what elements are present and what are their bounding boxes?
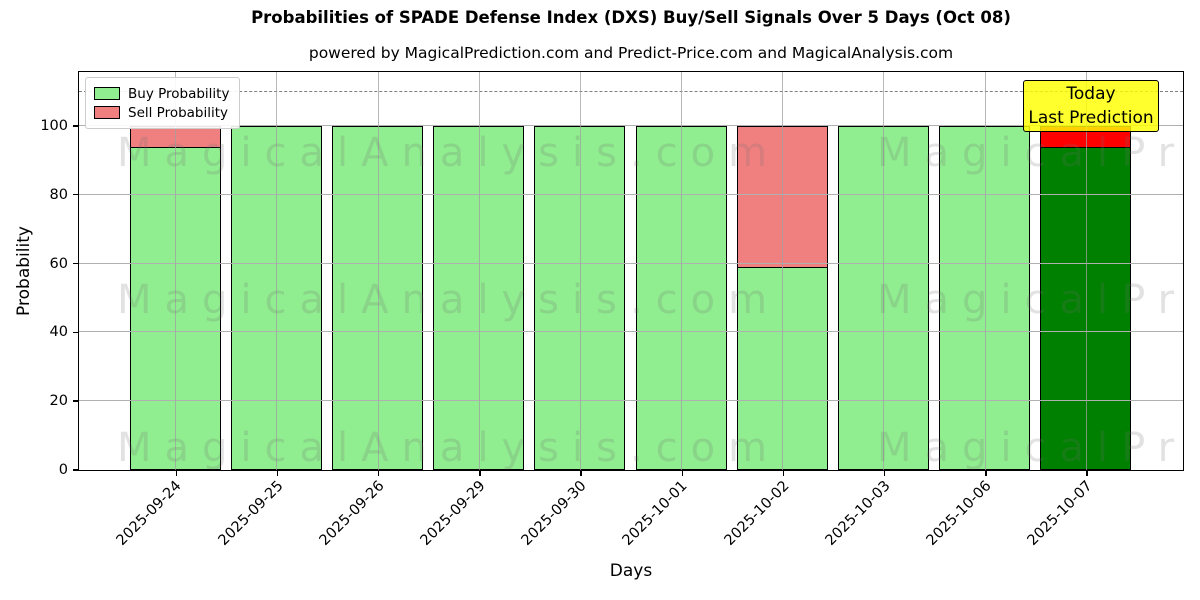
x-gridline-2025-10-01 — [681, 72, 683, 470]
x-tick-mark-2025-10-02 — [782, 471, 785, 476]
x-tick-mark-2025-09-29 — [479, 471, 481, 476]
x-tick-mark-2025-10-07 — [1086, 471, 1088, 476]
bar-buy-2025-10-06 — [939, 125, 1031, 470]
x-tick-label-text-2025-09-25: 2025-09-25 — [215, 478, 287, 549]
buy-probability-swatch — [94, 87, 120, 100]
chart-title: Probabilities of SPADE Defense Index (DX… — [251, 8, 1011, 27]
x-tick-label-text-2025-09-30: 2025-09-30 — [518, 478, 590, 549]
x-tick-label-text-2025-10-06: 2025-10-06 — [923, 478, 995, 549]
x-tick-label-text-2025-10-02: 2025-10-02 — [721, 478, 793, 549]
y-tick-mark-0 — [73, 469, 79, 471]
legend-label-sell: Sell Probability — [128, 104, 229, 121]
x-tick-mark-2025-10-06 — [985, 471, 987, 476]
x-gridline-2025-09-25 — [276, 72, 278, 470]
x-tick-mark-2025-09-24 — [175, 471, 178, 476]
y-gridline-20 — [79, 400, 1183, 402]
watermark-left-row1: MagicalAnalysis.com — [117, 130, 781, 176]
chart-subtitle: powered by MagicalPrediction.com and Pre… — [308, 44, 954, 62]
x-tick-label-text-2025-09-24: 2025-09-24 — [114, 478, 185, 549]
x-tick-label-text-2025-09-26: 2025-09-26 — [316, 478, 388, 549]
y-tick-mark-20 — [73, 400, 79, 402]
watermark-right-row2: MagicalPrediction.com — [877, 277, 1184, 323]
y-tick-mark-60 — [73, 262, 79, 265]
x-tick-label-text-2025-10-01: 2025-10-01 — [619, 478, 691, 549]
legend-label-buy: Buy Probability — [128, 85, 230, 102]
legend-item-sell: Sell Probability — [94, 103, 229, 122]
bar-buy-2025-10-01 — [635, 125, 727, 470]
x-tick-mark-2025-10-01 — [681, 471, 683, 476]
annotation-line-today: Today — [1066, 84, 1116, 104]
watermark-left-row3: MagicalAnalysis.com — [117, 425, 781, 471]
x-gridline-2025-09-26 — [377, 72, 379, 470]
x-gridline-2025-10-02 — [782, 72, 784, 470]
x-gridline-2025-09-30 — [579, 72, 581, 470]
y-tick-label-0: 0 — [58, 462, 68, 478]
x-tick-mark-2025-09-30 — [580, 471, 582, 476]
annotation-line-last-prediction: Last Prediction — [1028, 108, 1154, 128]
bar-buy-2025-09-26 — [331, 125, 424, 470]
y-tick-mark-80 — [73, 194, 79, 196]
x-tick-label-text-2025-10-07: 2025-10-07 — [1024, 478, 1096, 549]
x-tick-mark-2025-09-26 — [378, 471, 380, 476]
y-gridline-40 — [79, 331, 1183, 333]
y-gridline-60 — [79, 262, 1183, 264]
watermark-left-row2: MagicalAnalysis.com — [117, 277, 781, 323]
y-tick-label-40: 40 — [49, 324, 68, 341]
plot-area: MagicalAnalysis.com MagicalPrediction.com… — [78, 71, 1184, 471]
x-gridline-2025-10-07 — [1085, 72, 1087, 470]
legend-item-buy: Buy Probability — [94, 84, 229, 103]
watermark-right-row3: MagicalPrediction.com — [877, 425, 1184, 471]
y-gridline-100 — [79, 124, 1183, 126]
y-tick-mark-100 — [73, 125, 79, 127]
x-gridline-2025-10-06 — [984, 72, 986, 470]
today-annotation: Today Last Prediction — [1023, 80, 1159, 132]
y-tick-label-100: 100 — [40, 117, 68, 134]
y-tick-label-80: 80 — [49, 186, 68, 203]
y-tick-label-60: 60 — [49, 255, 68, 272]
legend: Buy Probability Sell Probability — [85, 77, 241, 129]
x-tick-label-text-2025-10-03: 2025-10-03 — [822, 478, 894, 549]
y-tick-label-20: 20 — [49, 393, 68, 410]
watermark-right-row1: MagicalPrediction.com — [877, 130, 1184, 176]
x-tick-mark-2025-10-03 — [883, 471, 886, 476]
sell-probability-swatch — [94, 106, 120, 119]
x-tick-label-text-2025-09-29: 2025-09-29 — [417, 478, 489, 549]
x-tick-mark-2025-09-25 — [276, 471, 279, 476]
y-gridline-80 — [79, 193, 1183, 195]
x-gridline-2025-10-03 — [883, 72, 885, 470]
y-tick-mark-40 — [73, 331, 79, 334]
x-gridline-2025-09-24 — [175, 72, 177, 470]
x-axis-label: Days — [609, 561, 653, 581]
dashed-guide-line — [79, 90, 1183, 92]
x-gridline-2025-09-29 — [478, 72, 480, 470]
